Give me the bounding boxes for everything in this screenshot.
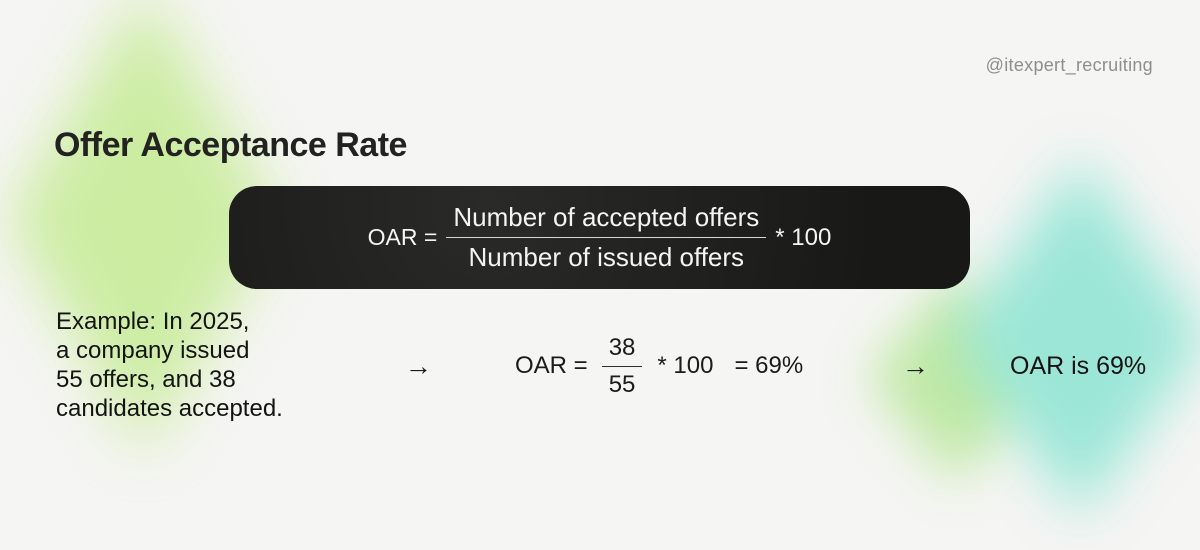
conclusion-text: OAR is 69% (1010, 352, 1147, 380)
formula-multiplier: * 100 (775, 223, 832, 251)
arrow-right-icon: → (902, 351, 929, 381)
calculation-multiplier: * 100 (657, 352, 714, 379)
fraction-numerator: 38 (601, 334, 643, 367)
fraction-denominator: 55 (608, 370, 636, 398)
calculation-expression: OAR = 38 55 * 100 = 69% (515, 316, 803, 416)
decor-diamond-shape (952, 158, 1200, 518)
formula-definition-box: OAR = Number of accepted offers Number o… (229, 186, 970, 289)
decor-diamond-right-teal (952, 158, 1200, 518)
calculation-result: = 69% (734, 352, 804, 379)
calculation-fraction: 38 55 (601, 334, 643, 399)
formula-lhs: OAR = (367, 224, 438, 250)
arrow-right-icon: → (405, 351, 432, 381)
page-title: Offer Acceptance Rate (54, 126, 407, 164)
example-text: Example: In 2025, a company issued 55 of… (56, 308, 283, 422)
formula-fraction: Number of accepted offers Number of issu… (446, 202, 767, 273)
calculation-lhs: OAR = (515, 352, 588, 379)
fraction-numerator: Number of accepted offers (446, 202, 767, 238)
fraction-denominator: Number of issued offers (468, 242, 745, 272)
social-handle: @itexpert_recruiting (985, 55, 1153, 75)
